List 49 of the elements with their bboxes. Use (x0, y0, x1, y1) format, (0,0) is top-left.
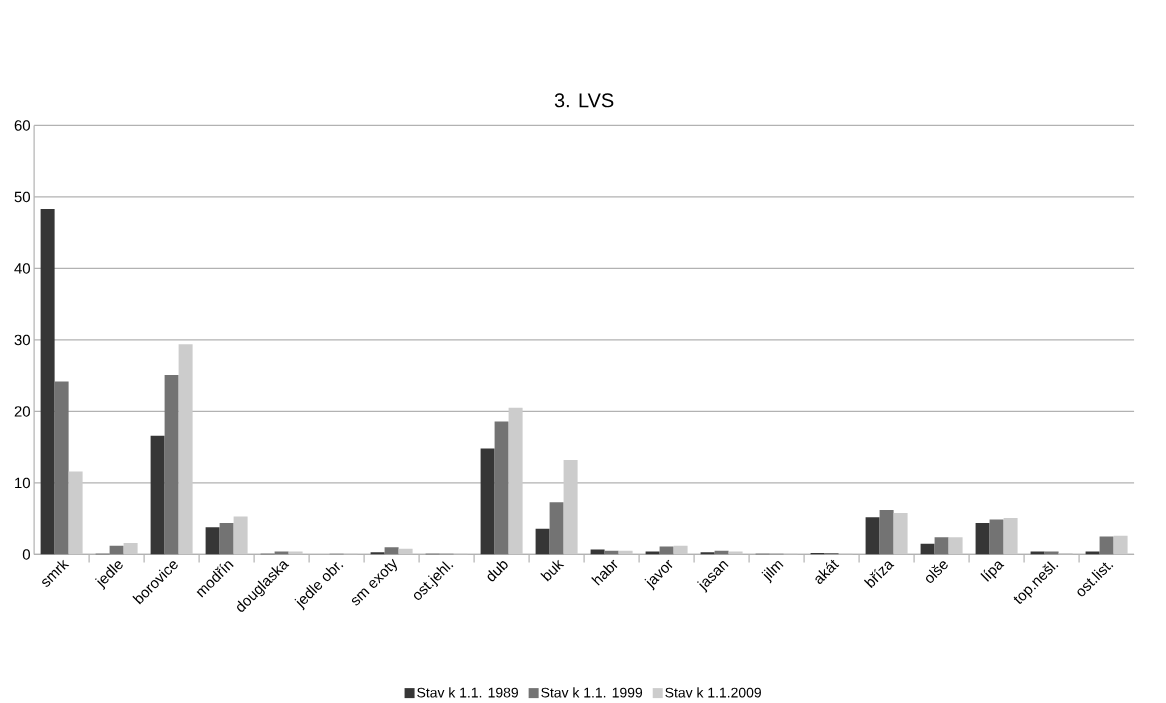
y-tick-label: 50 (14, 191, 30, 203)
legend-label: Stav k 1.1. 1989 (417, 687, 518, 698)
x-tick-label: buk (540, 559, 565, 582)
bar (54, 381, 69, 555)
y-tick-label: 40 (14, 263, 30, 274)
bar (1113, 535, 1128, 555)
bar (563, 460, 578, 555)
bar (879, 510, 894, 555)
legend-label: Stav k 1.1. 1999 (541, 687, 643, 698)
bar (123, 543, 138, 555)
bar (178, 344, 193, 555)
y-tick-label: 60 (14, 120, 30, 131)
y-tick-label: 0 (22, 549, 30, 560)
bar (384, 547, 399, 555)
bar (219, 523, 234, 555)
chart-title: 3. LVS (554, 93, 614, 108)
y-tick-label: 20 (14, 406, 30, 417)
bar (494, 421, 509, 555)
bar (233, 516, 248, 555)
bar (549, 502, 564, 555)
bar (673, 545, 688, 555)
x-tick-label: dub (487, 561, 508, 582)
bar (920, 543, 935, 555)
bar (1003, 518, 1018, 555)
x-tick-label: akát (815, 559, 840, 585)
bar (480, 448, 495, 555)
bar (205, 527, 220, 555)
bar (150, 435, 165, 555)
bar (934, 537, 949, 555)
bar (590, 549, 605, 555)
bar (865, 517, 880, 555)
bar (535, 528, 550, 555)
bar (948, 537, 963, 555)
legend-label: Stav k 1.1.2009 (665, 687, 761, 698)
bar (68, 471, 83, 555)
bar (700, 552, 715, 555)
bar (893, 513, 908, 555)
bar (40, 209, 55, 555)
y-tick-label: 10 (15, 477, 30, 489)
bar (508, 407, 523, 555)
x-tick-label: olše (926, 561, 948, 583)
x-tick-label: jilm (761, 561, 784, 584)
bar (109, 545, 124, 555)
x-tick-label: lípa (980, 561, 1005, 582)
bar (989, 519, 1004, 555)
bar (164, 375, 179, 555)
bar (975, 523, 990, 555)
y-tick-label: 30 (14, 334, 30, 346)
bar (370, 552, 385, 555)
